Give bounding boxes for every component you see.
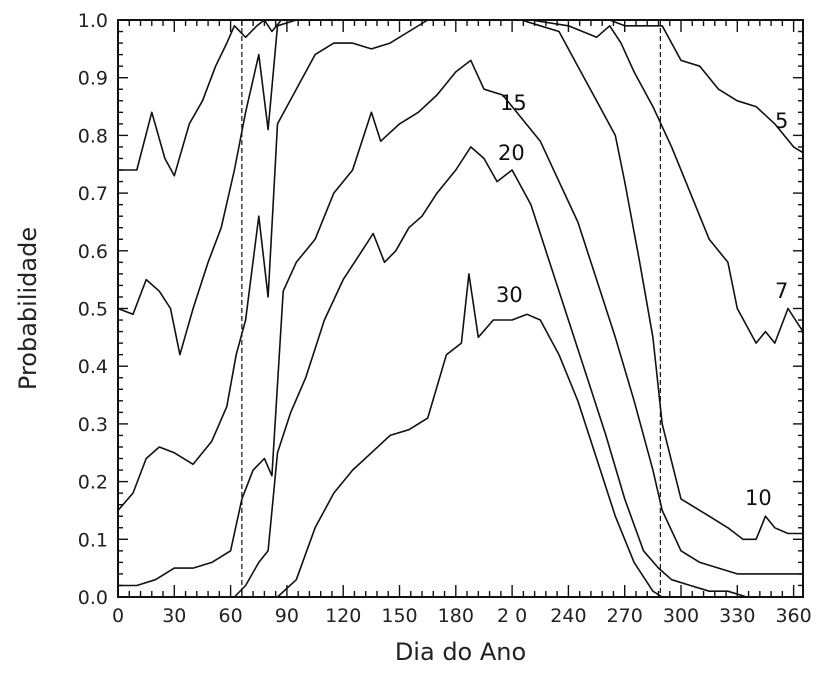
x-tick-label: 30	[162, 605, 186, 627]
y-tick-label: 0.6	[78, 241, 108, 263]
x-tick-label: 180	[438, 605, 474, 627]
x-tick-label: 2 0	[497, 605, 527, 627]
y-tick-label: 0.7	[78, 183, 108, 205]
y-tick-label: 1.0	[78, 10, 108, 32]
axes: 0 30 60 90 120 150 180 2 0 240 270 300 330 360 0.00.…	[78, 10, 812, 627]
series-line-30	[253, 273, 663, 598]
y-axis-title: Probabilidade	[14, 227, 42, 390]
x-tick-label: 60	[219, 605, 243, 627]
x-tick-label: 330	[719, 605, 755, 627]
series-line-15	[118, 59, 803, 587]
series-line-7	[117, 19, 804, 356]
series-label-10: 10	[745, 486, 772, 510]
x-tick-label: 90	[275, 605, 299, 627]
series-label-20: 20	[498, 141, 525, 165]
y-tick-label: 0.1	[78, 529, 108, 551]
series-label-15: 15	[500, 91, 527, 115]
series-lines	[117, 19, 804, 598]
series-label-7: 7	[775, 279, 788, 303]
series-line-20	[233, 146, 803, 598]
series-label-30: 30	[496, 283, 523, 307]
series-line-10	[117, 19, 803, 541]
y-tick-label: 0.4	[78, 356, 108, 378]
x-tick-label: 120	[325, 605, 361, 627]
x-tick-label: 150	[381, 605, 417, 627]
y-tick-label: 0.9	[78, 68, 108, 90]
x-tick-label: 360	[775, 605, 811, 627]
y-tick-label: 0.0	[78, 587, 108, 609]
y-axis-ticks: 0.0 0.1 0.2 0.3 0.4 0.5 0.6 0.7 0.8 0.9 1.0	[78, 10, 803, 609]
x-tick-label: 300	[663, 605, 699, 627]
x-tick-label: 0	[112, 605, 124, 627]
reference-lines	[241, 20, 661, 597]
x-tick-label: 270	[607, 605, 643, 627]
x-axis-ticks: 0 30 60 90 120 150 180 2 0 240 270 300 330 360	[112, 20, 812, 627]
x-axis-title: Dia do Ano	[395, 638, 526, 666]
series-labels: 5 7 10 15 20 30	[496, 91, 788, 510]
y-tick-label: 0.8	[78, 125, 108, 147]
series-line-5	[118, 19, 804, 177]
y-tick-label: 0.2	[78, 472, 108, 494]
x-tick-label: 240	[550, 605, 586, 627]
series-label-5: 5	[775, 109, 788, 133]
y-tick-label: 0.5	[78, 299, 108, 321]
y-tick-label: 0.3	[78, 414, 108, 436]
